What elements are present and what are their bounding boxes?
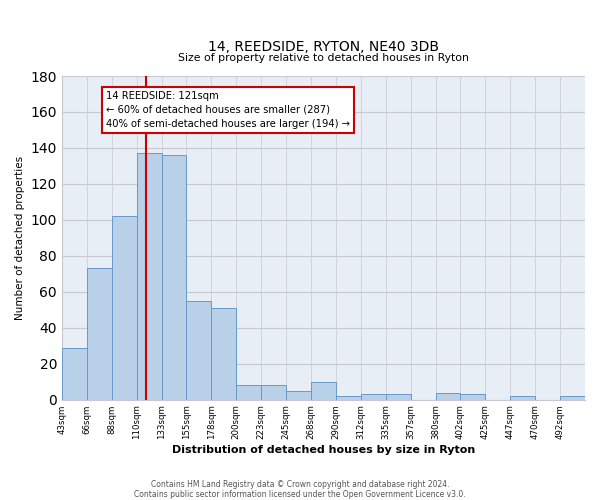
- Text: Contains public sector information licensed under the Open Government Licence v3: Contains public sector information licen…: [134, 490, 466, 499]
- Bar: [187, 301, 211, 400]
- Text: 14 REEDSIDE: 121sqm
← 60% of detached houses are smaller (287)
40% of semi-detac: 14 REEDSIDE: 121sqm ← 60% of detached ho…: [106, 90, 350, 128]
- Bar: [87, 268, 112, 400]
- Bar: [211, 308, 236, 400]
- Bar: [361, 394, 386, 400]
- Text: Contains HM Land Registry data © Crown copyright and database right 2024.: Contains HM Land Registry data © Crown c…: [151, 480, 449, 489]
- Bar: [560, 396, 585, 400]
- Text: Size of property relative to detached houses in Ryton: Size of property relative to detached ho…: [178, 53, 469, 63]
- Bar: [311, 382, 336, 400]
- Bar: [336, 396, 361, 400]
- Bar: [510, 396, 535, 400]
- Bar: [161, 155, 187, 400]
- Bar: [386, 394, 410, 400]
- Bar: [137, 154, 161, 400]
- Bar: [62, 348, 87, 400]
- Bar: [261, 386, 286, 400]
- Bar: [286, 390, 311, 400]
- Bar: [236, 386, 261, 400]
- Bar: [436, 392, 460, 400]
- X-axis label: Distribution of detached houses by size in Ryton: Distribution of detached houses by size …: [172, 445, 475, 455]
- Title: 14, REEDSIDE, RYTON, NE40 3DB: 14, REEDSIDE, RYTON, NE40 3DB: [208, 40, 439, 54]
- Bar: [112, 216, 137, 400]
- Bar: [460, 394, 485, 400]
- Y-axis label: Number of detached properties: Number of detached properties: [15, 156, 25, 320]
